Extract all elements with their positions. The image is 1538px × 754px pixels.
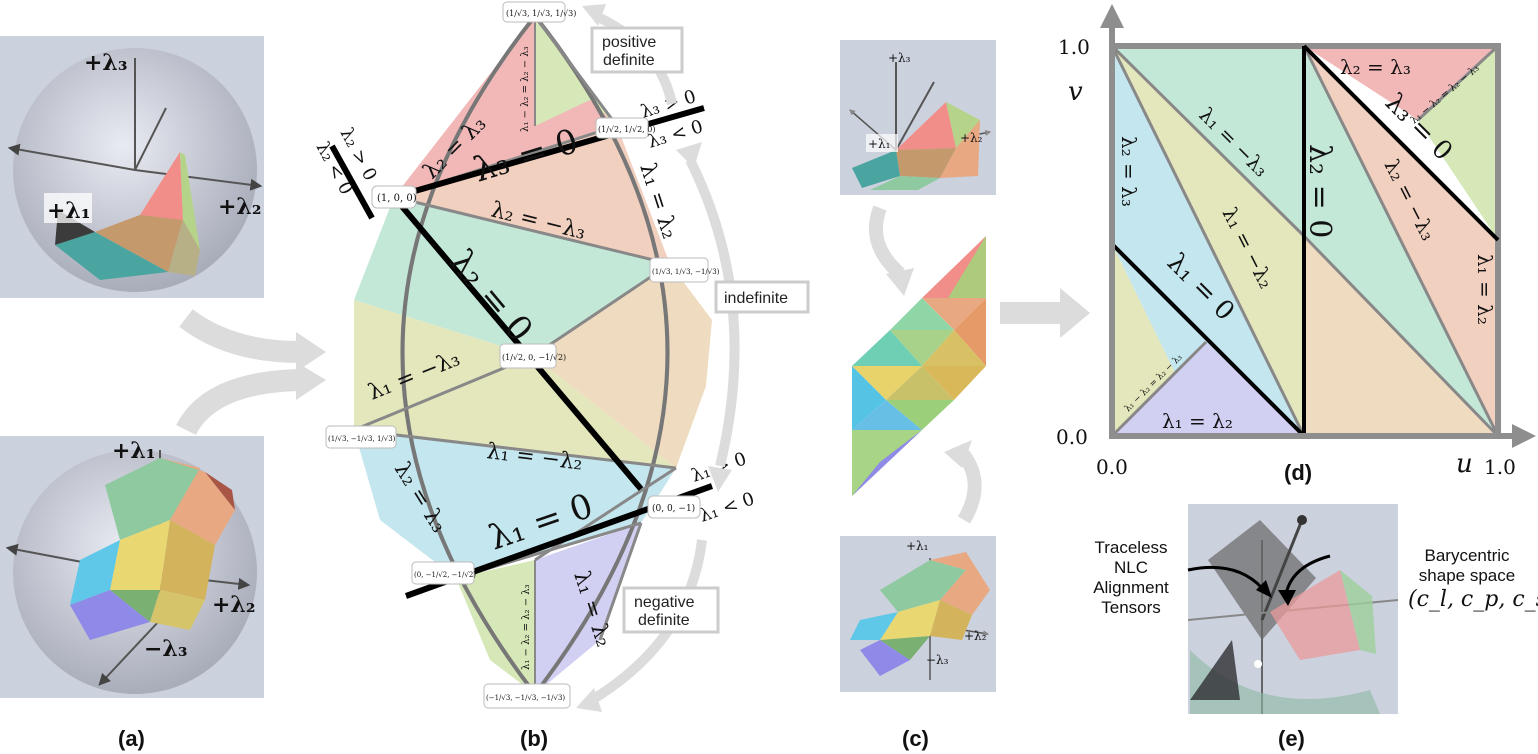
panel-e-arrow-right-head — [1278, 590, 1296, 606]
arrow-c-to-d-shaft — [1000, 302, 1062, 324]
panel-e-left-line4: Tensors — [1101, 598, 1161, 617]
label-positive-line1: positive — [602, 34, 656, 51]
panel-b-point-top: (1/√3, 1/√3, 1/√3) — [506, 9, 576, 18]
arrow-a-top-to-b — [179, 309, 301, 363]
panel-e-right-line2: shape space — [1418, 566, 1516, 585]
panel-d-square — [1100, 4, 1536, 448]
arrow-a-bottom-to-b — [176, 369, 301, 436]
panel-c-diamond — [852, 236, 986, 496]
caption-c: (c) — [902, 726, 929, 751]
panel-b-point-bottom: (−1/√3, −1/√3, −1/√3) — [486, 694, 565, 702]
panel-e-right-label: Barycentric shape space — [1400, 546, 1534, 586]
panel-a-bottom-axisneg3-label: −λ₃ — [144, 636, 188, 662]
label-negative-line1: negative — [634, 594, 695, 611]
label-positive-definite: positive definite — [590, 26, 684, 74]
panel-c-top-axis2: +λ₂ — [960, 131, 983, 145]
panel-e-shapes — [1187, 515, 1399, 714]
panel-b-point-upper-right: (1/√2, 1/√2, 0) — [598, 125, 655, 134]
caption-b: (b) — [520, 726, 549, 751]
panel-a-top-sphere — [7, 48, 263, 292]
arrow-b-indefinite-head-bottom — [708, 466, 732, 492]
panel-e-left-line3: Alignment — [1093, 578, 1169, 597]
panel-e-left-line1: Traceless — [1094, 538, 1168, 557]
arrow-b-positive-head — [582, 4, 606, 26]
panel-d-x-label: u — [1456, 449, 1473, 479]
panel-d-label-l2-eq-l3-left: λ₂ = λ₃ — [1117, 136, 1141, 207]
panel-c-top-shape — [849, 62, 992, 190]
panel-c-top-axis3: +λ₃ — [888, 51, 911, 65]
panel-a-top-axis3-label: +λ₃ — [84, 50, 128, 76]
panel-d-xtick-left: 0.0 — [1096, 455, 1128, 479]
panel-b-point-center: (1/√2, 0, −1/√2) — [502, 353, 566, 362]
arrow-c-top-to-diamond — [869, 205, 905, 280]
arrow-c-to-d-head — [1060, 288, 1090, 338]
panel-c-bottom-shape — [850, 552, 990, 680]
panel-b-points: (1/√3, 1/√3, 1/√3) (1/√2, 1/√2, 0) (1, 0… — [325, 1, 720, 709]
arrow-c-top-head — [886, 268, 914, 296]
arrow-b-indefinite-head-top — [676, 142, 702, 168]
panel-b-label-top-diag: λ₁ − λ₂ = λ₂ − λ₃ — [520, 46, 531, 132]
panel-c-bottom-axis2: +λ₂ — [964, 629, 987, 643]
label-indefinite-text: indefinite — [724, 290, 788, 307]
panel-d-label-l2-zero: λ₂ = 0 — [1302, 144, 1337, 238]
panel-d-label-l1-eq-l2-bottom: λ₁ = λ₂ — [1162, 409, 1233, 433]
panel-d-ytick-bottom: 0.0 — [1056, 425, 1088, 449]
panel-c-top-axis1: +λ₁ — [868, 137, 890, 151]
panel-e-left-label: Traceless NLC Alignment Tensors — [1076, 538, 1186, 618]
panel-a-bottom-sphere — [5, 450, 257, 694]
panel-d-ytick-top: 1.0 — [1058, 35, 1090, 59]
panel-d-xtick-right: 1.0 — [1484, 455, 1516, 479]
panel-e-arrow-left — [1187, 565, 1264, 590]
label-indefinite: indefinite — [714, 280, 810, 314]
panel-a-bottom-axis2-label: +λ₂ — [212, 592, 256, 618]
panel-b-label-bottom-diag: λ₁ − λ₂ = λ₂ − λ₃ — [521, 584, 532, 670]
panel-d-y-label: v — [1068, 77, 1083, 107]
panel-e-arrow-right — [1284, 554, 1331, 595]
panel-e-formula: (c_l, c_p, c_s) — [1408, 587, 1538, 612]
panel-a-top-axis1-label: +λ₁ — [47, 198, 91, 224]
panel-c-bottom-axis1: +λ₁ — [906, 539, 928, 553]
panel-b-point-left-low: (1/√3, −1/√3, 1/√3) — [328, 435, 396, 443]
arrow-a-bottom-to-b-head — [296, 362, 326, 400]
label-positive-line2: definite — [603, 52, 655, 69]
arrow-b-negative-head — [576, 688, 602, 712]
panel-e-left-line2: NLC — [1113, 558, 1148, 577]
arrow-a-top-to-b-head — [296, 332, 326, 372]
panel-b-label-l1-lt: λ₁ < 0 — [697, 488, 757, 526]
caption-a: (a) — [118, 726, 145, 751]
label-negative-line2: definite — [638, 612, 690, 629]
panel-b-point-bottom-left: (0, −1/√2, −1/√2) — [414, 571, 476, 579]
panel-b-point-left-node: (1, 0, 0) — [377, 193, 417, 204]
panel-a-top-axis2-label: +λ₂ — [218, 194, 262, 220]
panel-d-label-l1-eq-l2-right: λ₁ = λ₂ — [1473, 254, 1497, 325]
panel-b-point-right-mid: (1/√3, 1/√3, −1/√3) — [652, 268, 720, 276]
panel-e-arrow-left-head — [1256, 580, 1272, 598]
label-negative-definite: negative definite — [622, 586, 720, 634]
caption-d: (d) — [1284, 460, 1313, 485]
panel-b-point-right-low: (0, 0, −1) — [652, 503, 695, 514]
panel-a-bottom-axis1-label: +λ₁ — [112, 438, 156, 464]
panel-c-bottom-axisneg3: −λ₃ — [926, 653, 949, 667]
arrow-c-bottom-head — [944, 440, 972, 468]
panel-e-right-line1: Barycentric — [1424, 546, 1510, 565]
caption-e: (e) — [1278, 726, 1305, 751]
panel-d-label-l2-eq-l3-tr: λ₂ = λ₃ — [1340, 55, 1411, 79]
